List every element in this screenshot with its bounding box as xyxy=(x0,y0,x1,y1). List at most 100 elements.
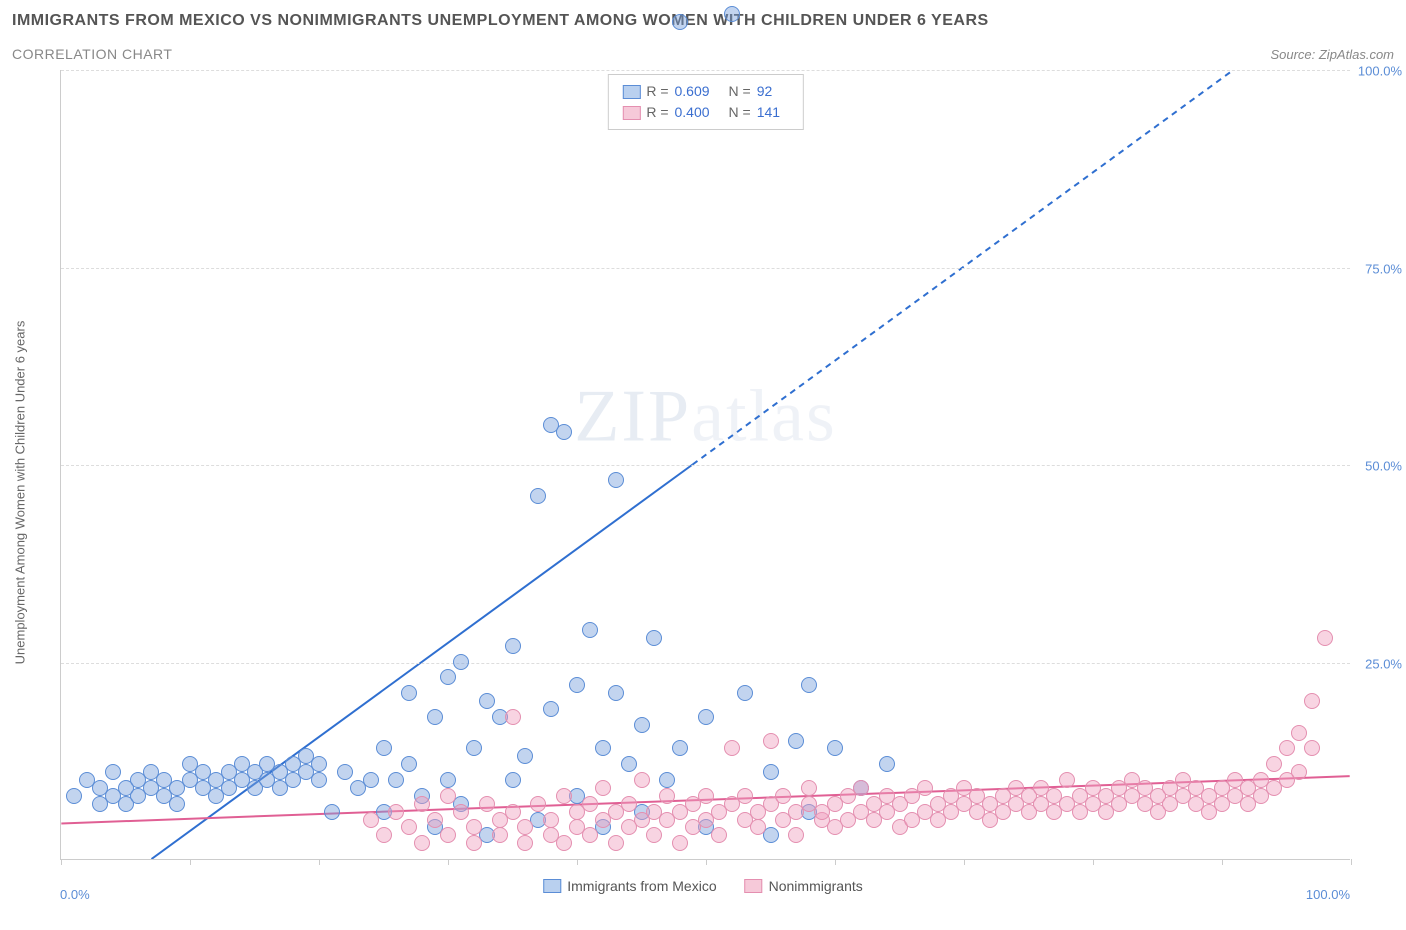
scatter-point xyxy=(427,709,443,725)
scatter-point xyxy=(608,835,624,851)
watermark-b: atlas xyxy=(691,376,837,458)
scatter-point xyxy=(543,812,559,828)
plot-area: ZIPatlas R =0.609N =92R =0.400N =141 25.… xyxy=(60,70,1350,860)
x-tick xyxy=(448,859,449,865)
scatter-point xyxy=(492,827,508,843)
scatter-point xyxy=(801,780,817,796)
scatter-point xyxy=(672,835,688,851)
scatter-point xyxy=(672,740,688,756)
scatter-point xyxy=(530,488,546,504)
scatter-point xyxy=(505,709,521,725)
legend-item: Immigrants from Mexico xyxy=(543,878,716,894)
scatter-point xyxy=(414,835,430,851)
x-tick xyxy=(1351,859,1352,865)
scatter-point xyxy=(453,654,469,670)
scatter-point xyxy=(1291,725,1307,741)
legend-item: Nonimmigrants xyxy=(745,878,863,894)
scatter-point xyxy=(763,733,779,749)
scatter-point xyxy=(505,804,521,820)
scatter-point xyxy=(388,804,404,820)
watermark-a: ZIP xyxy=(574,376,691,458)
scatter-point xyxy=(337,764,353,780)
scatter-point xyxy=(737,788,753,804)
scatter-point xyxy=(853,780,869,796)
scatter-point xyxy=(479,796,495,812)
r-label: R = xyxy=(646,102,668,123)
scatter-point xyxy=(169,796,185,812)
x-tick xyxy=(577,859,578,865)
scatter-point xyxy=(466,835,482,851)
r-label: R = xyxy=(646,81,668,102)
legend-label: Nonimmigrants xyxy=(769,878,863,894)
scatter-point xyxy=(517,748,533,764)
scatter-point xyxy=(440,669,456,685)
scatter-point xyxy=(737,685,753,701)
chart-title: IMMIGRANTS FROM MEXICO VS NONIMMIGRANTS … xyxy=(12,12,1394,30)
gridline-h: 25.0% xyxy=(61,663,1350,664)
scatter-point xyxy=(105,764,121,780)
subtitle-row: CORRELATION CHART Source: ZipAtlas.com xyxy=(12,46,1394,62)
scatter-point xyxy=(427,812,443,828)
gridline-h: 75.0% xyxy=(61,268,1350,269)
n-label: N = xyxy=(729,102,751,123)
scatter-point xyxy=(388,772,404,788)
legend: Immigrants from Mexico Nonimmigrants xyxy=(543,878,863,894)
scatter-point xyxy=(621,756,637,772)
scatter-point xyxy=(634,717,650,733)
scatter-point xyxy=(698,788,714,804)
scatter-point xyxy=(363,772,379,788)
scatter-point xyxy=(879,756,895,772)
scatter-point xyxy=(827,740,843,756)
scatter-point xyxy=(788,733,804,749)
scatter-point xyxy=(556,835,572,851)
scatter-point xyxy=(1304,740,1320,756)
scatter-point xyxy=(750,819,766,835)
scatter-point xyxy=(582,827,598,843)
scatter-point xyxy=(608,472,624,488)
scatter-point xyxy=(608,685,624,701)
y-tick-label: 75.0% xyxy=(1365,261,1402,276)
x-tick xyxy=(835,859,836,865)
scatter-point xyxy=(595,740,611,756)
y-axis-label: Unemployment Among Women with Children U… xyxy=(13,321,28,665)
x-tick xyxy=(1093,859,1094,865)
scatter-point xyxy=(530,796,546,812)
scatter-point xyxy=(401,685,417,701)
legend-label: Immigrants from Mexico xyxy=(567,878,716,894)
scatter-point xyxy=(1266,756,1282,772)
scatter-point xyxy=(1291,764,1307,780)
x-tick xyxy=(319,859,320,865)
scatter-point xyxy=(634,772,650,788)
scatter-point xyxy=(414,796,430,812)
legend-swatch xyxy=(745,879,763,893)
scatter-point xyxy=(659,788,675,804)
scatter-point xyxy=(724,740,740,756)
scatter-point xyxy=(543,701,559,717)
x-tick xyxy=(964,859,965,865)
chart-subtitle: CORRELATION CHART xyxy=(12,46,172,62)
scatter-point xyxy=(376,740,392,756)
n-value: 92 xyxy=(757,81,789,102)
scatter-point xyxy=(763,764,779,780)
scatter-point xyxy=(517,819,533,835)
scatter-point xyxy=(646,827,662,843)
scatter-point xyxy=(1059,772,1075,788)
scatter-point xyxy=(724,6,740,22)
scatter-point xyxy=(505,638,521,654)
legend-swatch xyxy=(622,106,640,120)
scatter-point xyxy=(505,772,521,788)
scatter-point xyxy=(582,622,598,638)
scatter-point xyxy=(363,812,379,828)
stats-row: R =0.609N =92 xyxy=(622,81,788,102)
scatter-point xyxy=(711,827,727,843)
scatter-point xyxy=(466,740,482,756)
stats-row: R =0.400N =141 xyxy=(622,102,788,123)
r-value: 0.400 xyxy=(675,102,723,123)
scatter-point xyxy=(621,796,637,812)
scatter-point xyxy=(582,796,598,812)
watermark: ZIPatlas xyxy=(574,375,837,460)
scatter-point xyxy=(479,693,495,709)
scatter-point xyxy=(917,780,933,796)
scatter-point xyxy=(66,788,82,804)
scatter-point xyxy=(595,780,611,796)
